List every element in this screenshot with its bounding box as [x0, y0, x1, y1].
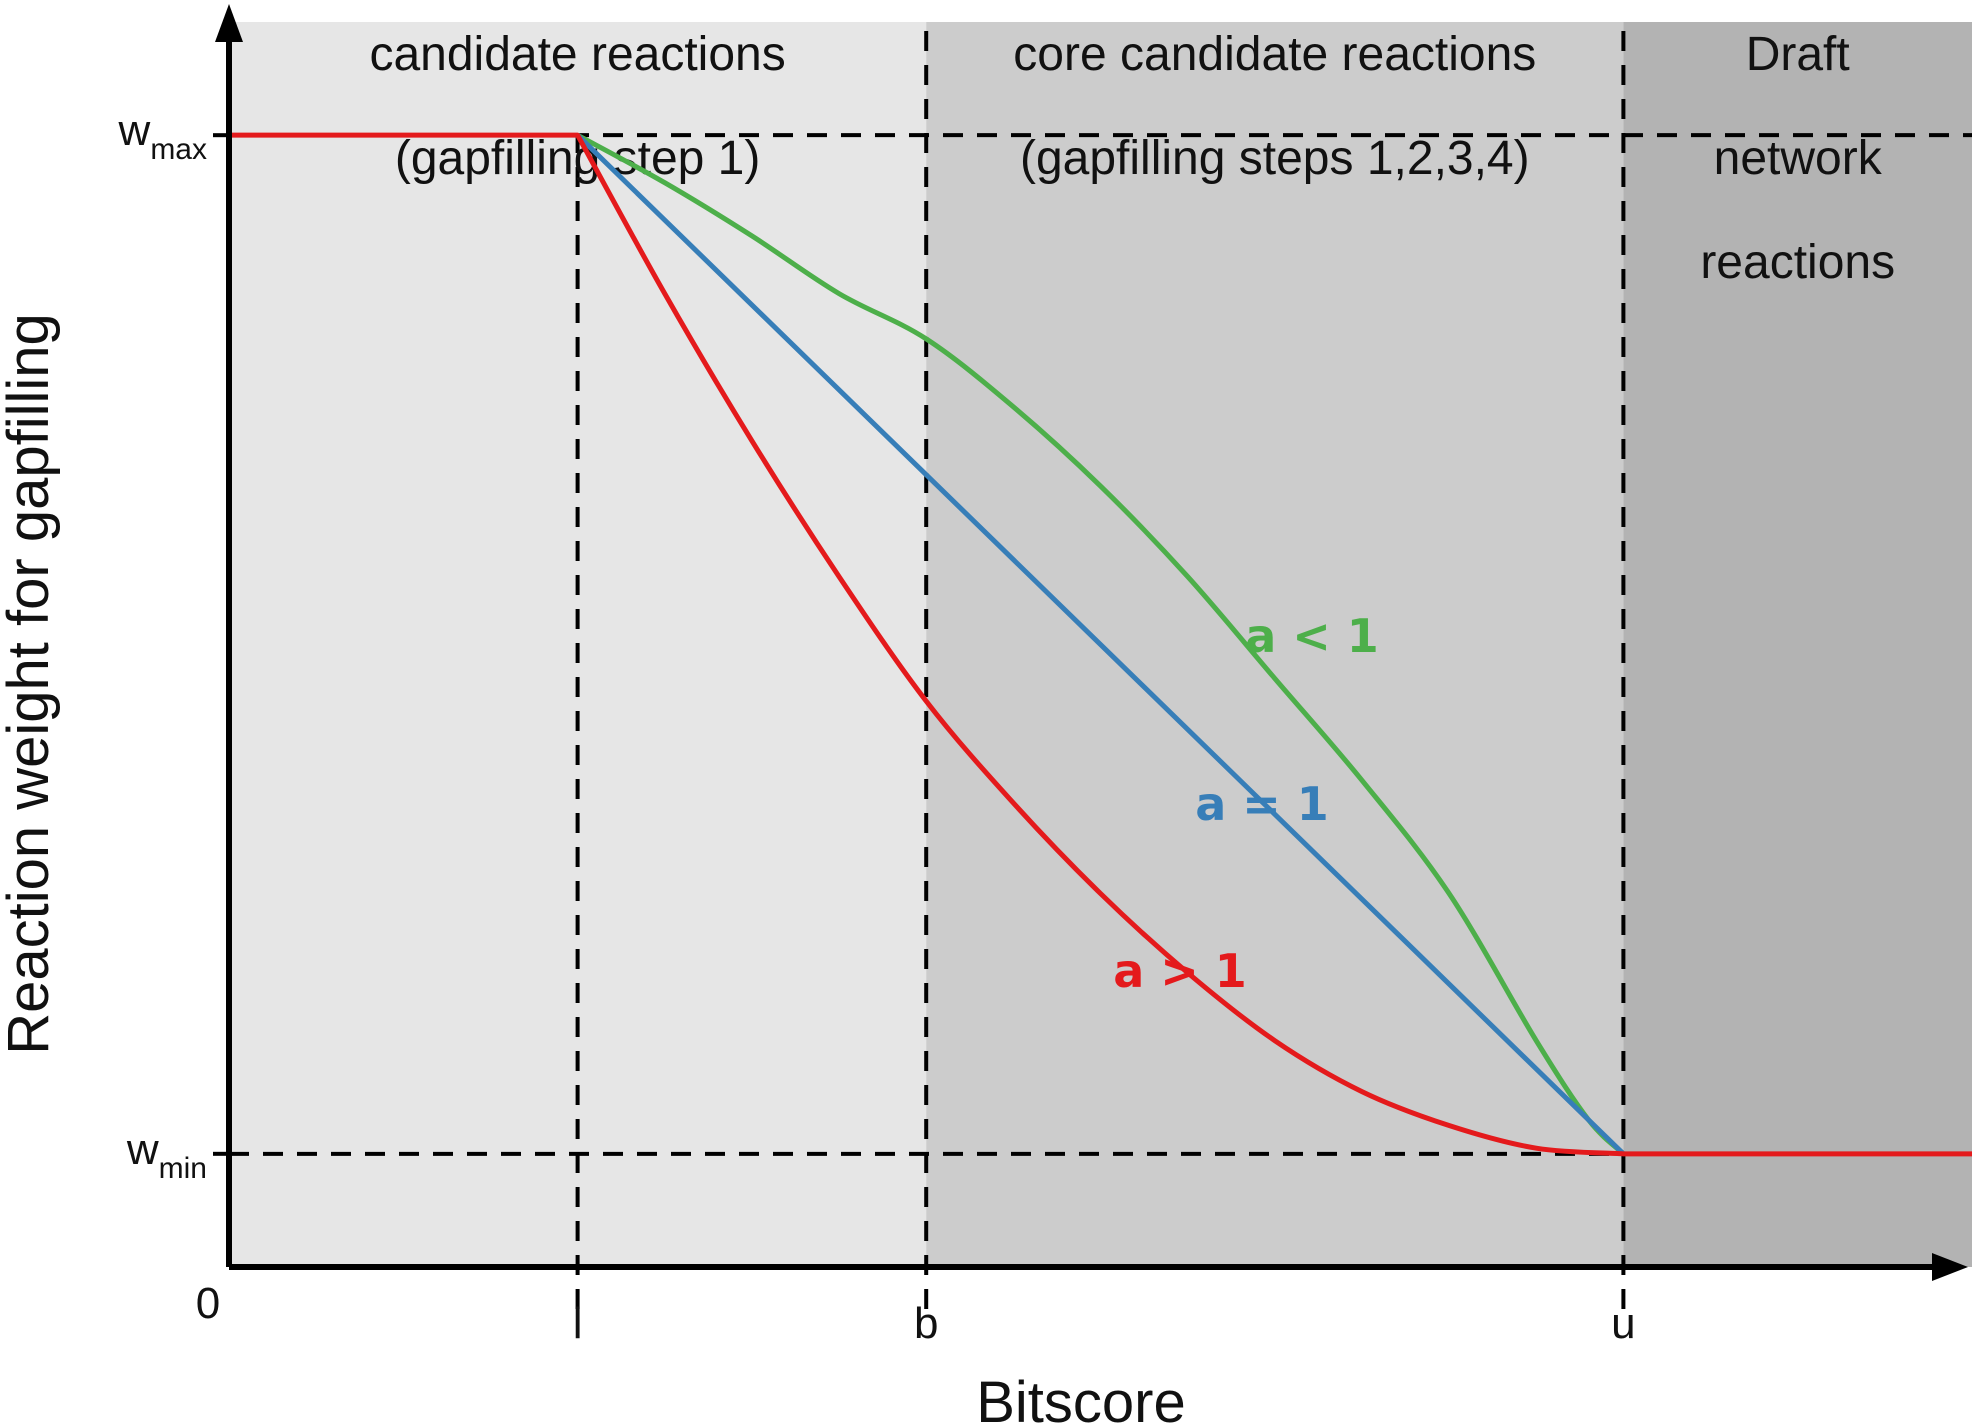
region-core — [926, 22, 1624, 1267]
y-tick-label-wmin: wmin — [126, 1125, 207, 1185]
region-draft — [1623, 22, 1972, 1267]
series-label-a-gt-1: a > 1 — [1113, 944, 1247, 998]
x-tick-label-u: u — [1611, 1299, 1635, 1348]
series-line-a-gt-1 — [229, 132, 1972, 1157]
x-axis-title: Bitscore — [976, 1370, 1186, 1423]
y-tick-label-wmin-sub: min — [159, 1152, 207, 1185]
axes — [215, 4, 1968, 1281]
y-tick-label-wmin-base: w — [126, 1125, 159, 1174]
series-line-a-less-1 — [576, 132, 1626, 1156]
x-tick-label-b: b — [914, 1299, 938, 1348]
y-tick-label-wmax: wmax — [118, 106, 207, 166]
series-layer: a < 1 a = 1 a > 1 — [229, 132, 1972, 1157]
region-core-text-0: core candidate reactions — [1013, 28, 1536, 81]
y-tick-label-wmax-base: w — [118, 106, 151, 155]
regions-layer — [229, 22, 1972, 1267]
y-axis-title: Reaction weight for gapfilling — [0, 313, 61, 1055]
series-label-a-eq-1: a = 1 — [1195, 777, 1329, 831]
x-tick-label-l: l — [573, 1299, 583, 1348]
series-label-a-less-1: a < 1 — [1245, 609, 1379, 663]
series-line-a-eq-1 — [575, 133, 1626, 1156]
region-candidate-text-1: (gapfilling step 1) — [395, 132, 761, 185]
region-core-text-1: (gapfilling steps 1,2,3,4) — [1020, 132, 1530, 185]
y-tick-label-wmax-sub: max — [150, 133, 207, 166]
x-axis-arrowhead — [1932, 1253, 1968, 1281]
origin-label: 0 — [196, 1279, 220, 1328]
region-draft-text-2: reactions — [1700, 236, 1895, 289]
region-draft-text-1: network — [1714, 132, 1883, 185]
region-candidate-text-0: candidate reactions — [369, 28, 785, 81]
y-axis-arrowhead — [215, 4, 243, 42]
region-text-layer: candidate reactions (gapfilling step 1) co… — [369, 28, 1895, 289]
region-draft-text-0: Draft — [1746, 28, 1850, 81]
